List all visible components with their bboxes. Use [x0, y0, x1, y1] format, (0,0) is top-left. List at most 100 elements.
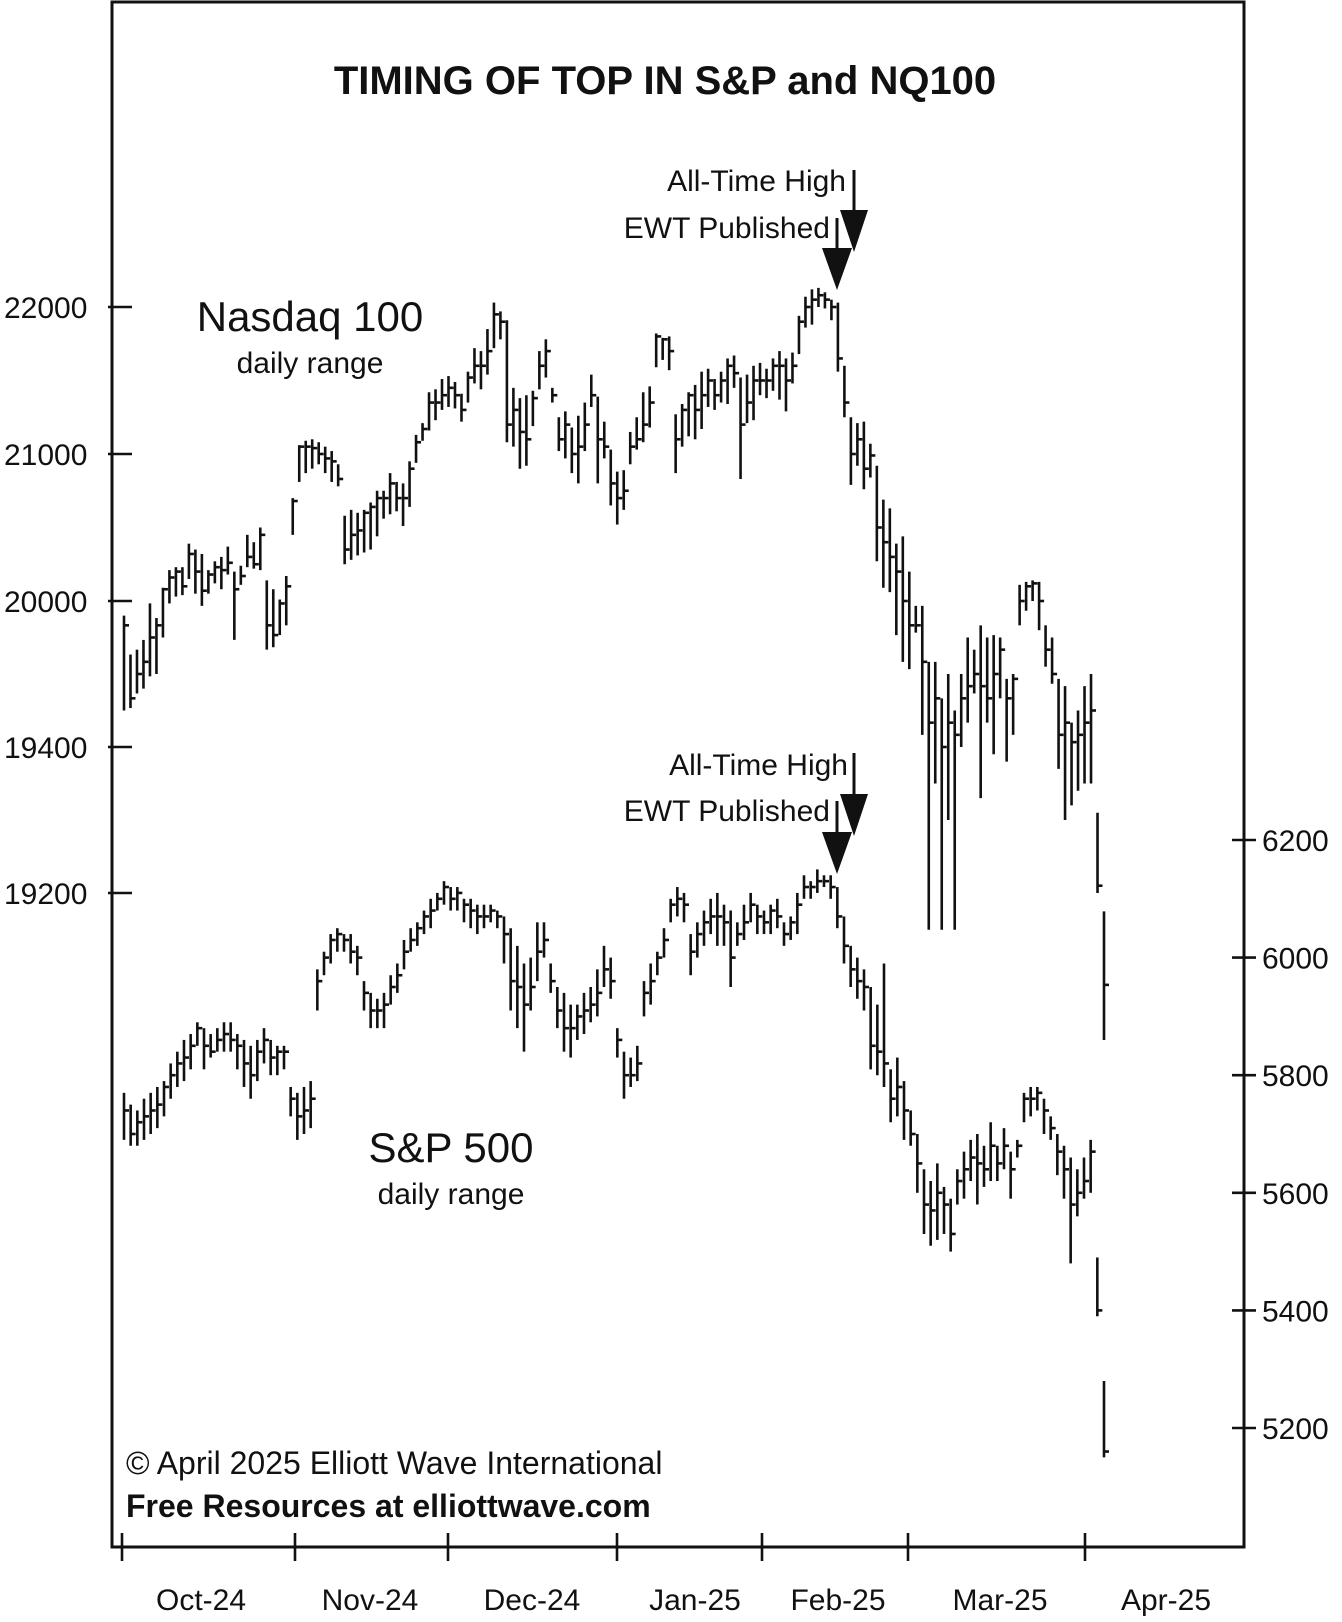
nasdaq-bar: [1050, 637, 1058, 684]
nasdaq-bar: [907, 571, 915, 670]
nasdaq-bar: [641, 392, 649, 443]
x-axis-label: Oct-24: [156, 1584, 246, 1617]
nasdaq-bar: [836, 302, 843, 372]
nasdaq-bar: [700, 371, 707, 430]
nasdaq-ath-label: All-Time High: [667, 165, 846, 198]
nasdaq-bar: [628, 431, 636, 465]
right-axis-label: 6200: [1262, 825, 1329, 858]
nasdaq-bar: [674, 414, 681, 474]
left-axis-label: 20000: [4, 586, 87, 619]
sp-500-bars: [122, 869, 1109, 1458]
nasdaq-bar: [810, 289, 817, 325]
sp500-bar: [769, 904, 776, 935]
nasdaq-bar: [505, 320, 512, 443]
nasdaq-ewt-arrow: [822, 218, 852, 290]
nasdaq-bar: [401, 483, 409, 527]
sp500-bar: [562, 992, 569, 1052]
left-axis-label: 19200: [4, 878, 87, 911]
sp500-bar: [669, 898, 676, 923]
sp500-bar: [262, 1028, 269, 1064]
sp500-bar: [1096, 1257, 1103, 1317]
sp500-bar: [709, 898, 716, 935]
nasdaq-bar: [421, 423, 428, 441]
x-axis-label: Apr-25: [1121, 1584, 1211, 1617]
nasdaq-bar: [804, 296, 811, 328]
sp500-bar: [489, 904, 496, 923]
nasdaq-bar: [349, 509, 357, 560]
sp500-bar: [336, 928, 343, 952]
nasdaq-bar: [252, 542, 259, 569]
sp500-bar: [249, 1045, 256, 1099]
nasdaq-bar: [155, 618, 162, 674]
sp500-bar: [542, 922, 549, 958]
x-axis-label: Dec-24: [484, 1584, 581, 1617]
sp500-bar: [596, 969, 603, 1017]
nasdaq-bar: [1037, 581, 1045, 631]
sp500-bar: [436, 892, 443, 911]
nasdaq-bar: [687, 392, 694, 437]
sp500-top-annotation: All-Time High EWT Published: [624, 749, 868, 874]
nasdaq-bar: [187, 543, 194, 579]
sp500-bar: [989, 1122, 996, 1182]
right-axis-label: 6000: [1262, 943, 1329, 976]
nasdaq-bar: [1031, 580, 1038, 601]
nasdaq-bar: [142, 639, 149, 689]
nasdaq-bar: [447, 376, 454, 407]
sp500-bar: [776, 898, 783, 929]
nasdaq-bar: [953, 710, 960, 930]
nasdaq-bar: [1057, 678, 1064, 769]
sp500-bar: [1002, 1128, 1009, 1170]
nasdaq-bar: [752, 365, 759, 421]
sp500-bar: [782, 922, 789, 946]
sp500-bar: [216, 1028, 223, 1052]
nasdaq-bar: [940, 698, 947, 930]
sp500-bar: [229, 1022, 236, 1052]
nasdaq-bar: [427, 392, 435, 431]
nasdaq-bar: [1063, 686, 1071, 820]
x-axis-label: Mar-25: [952, 1584, 1047, 1617]
sp500-bar: [656, 951, 663, 976]
right-axis-label: 5200: [1262, 1413, 1329, 1446]
sp500-bar: [836, 887, 843, 929]
nasdaq-bar: [544, 339, 551, 378]
sp500-bar: [689, 934, 696, 976]
nasdaq-bar: [869, 443, 876, 478]
sp500-bar: [176, 1051, 183, 1087]
sp500-bar: [169, 1063, 176, 1099]
nasdaq-bar: [564, 411, 571, 459]
sp500-bar: [202, 1028, 209, 1070]
sp500-bar: [422, 910, 429, 935]
sp500-bar: [956, 1169, 963, 1205]
sp500-bar: [602, 945, 609, 987]
nasdaq-bar: [129, 654, 136, 709]
nasdaq-bar: [1018, 584, 1025, 626]
nasdaq-bar: [278, 599, 285, 636]
sp500-bar: [976, 1134, 983, 1205]
sp500-bar: [762, 910, 769, 935]
sp500-bar: [462, 898, 469, 923]
nasdaq-bar: [888, 508, 895, 593]
sp500-bar: [649, 963, 656, 1005]
sp500-bar: [429, 898, 436, 929]
nasdaq-bar: [719, 371, 727, 403]
sp500-bar: [522, 963, 529, 1052]
sp500-bar: [389, 975, 396, 1005]
sp500-bar: [289, 1086, 296, 1117]
chart-title: TIMING OF TOP IN S&P and NQ100: [334, 59, 996, 103]
nasdaq-bar: [343, 515, 350, 565]
nasdaq-bar: [778, 351, 785, 400]
sp500-bar: [622, 1051, 629, 1099]
sp500-bar: [616, 1028, 623, 1058]
nasdaq-bar: [207, 570, 214, 594]
sp500-bar: [802, 875, 809, 899]
nasdaq-bar: [297, 445, 305, 482]
nasdaq-bar: [927, 661, 934, 930]
sp500-bar: [516, 945, 523, 1029]
nasdaq-100-bars: [122, 287, 1109, 1040]
sp500-bar: [1029, 1086, 1036, 1117]
sp500-bar: [276, 1045, 283, 1076]
sp500-bar: [156, 1086, 163, 1129]
nasdaq-bar: [220, 556, 227, 590]
nasdaq-bar: [213, 561, 220, 584]
sp500-bar: [322, 951, 329, 976]
